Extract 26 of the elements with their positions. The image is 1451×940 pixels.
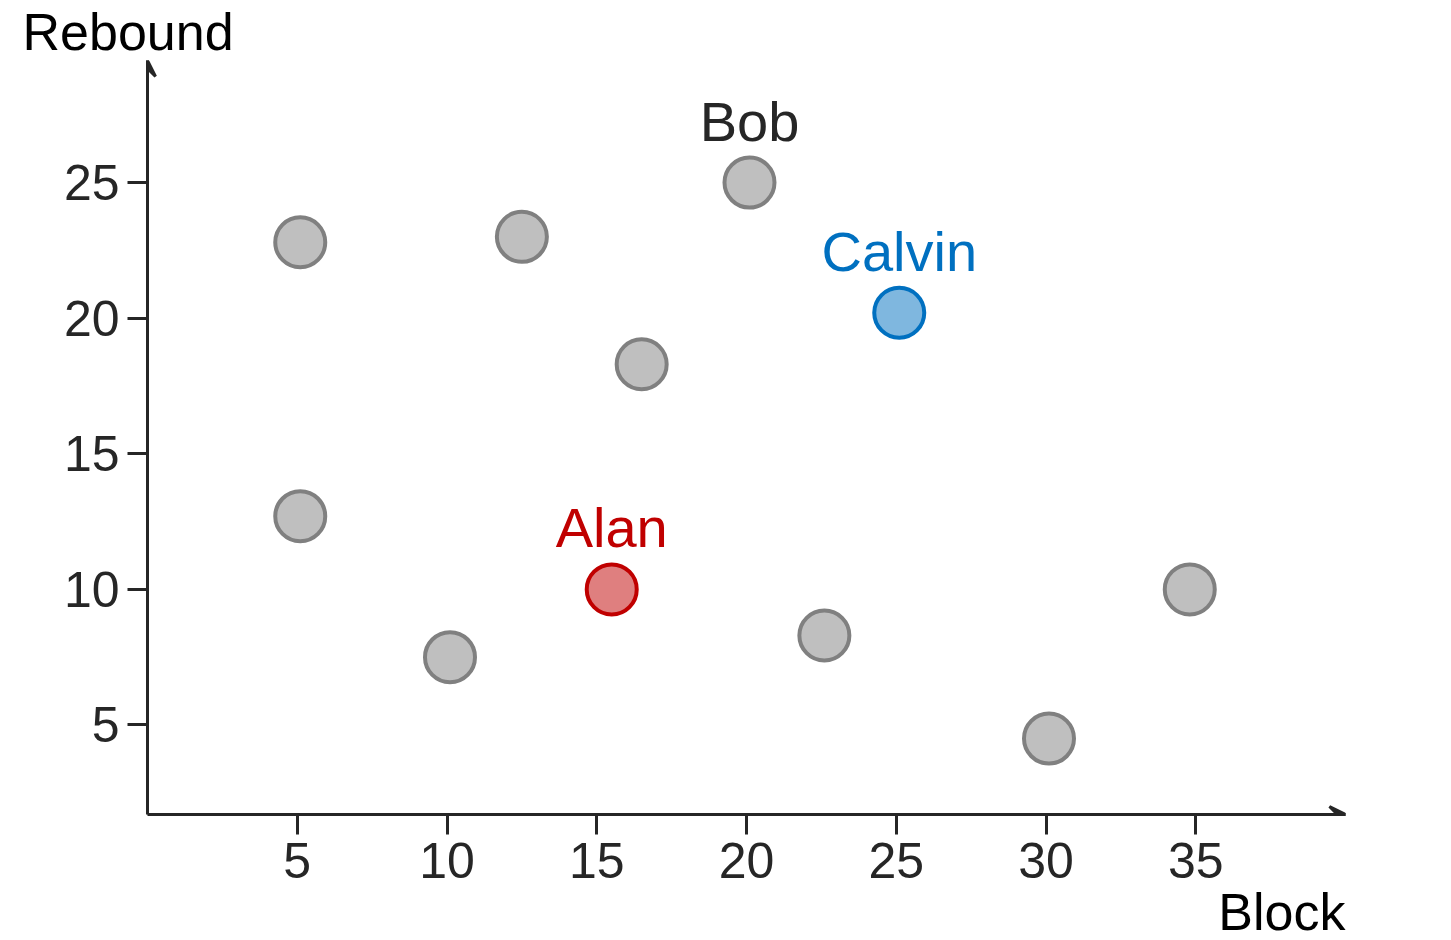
series-label: Calvin	[821, 219, 978, 283]
x-tick-label: 25	[868, 832, 925, 889]
point	[422, 630, 477, 685]
point	[1021, 711, 1076, 766]
point	[614, 337, 669, 392]
x-tick-label: 30	[1018, 832, 1074, 889]
point	[722, 155, 777, 210]
y-tick-label: 5	[91, 697, 120, 754]
series-label: Alan	[555, 496, 668, 560]
y-tick-label: 10	[63, 561, 120, 618]
point	[1162, 562, 1217, 617]
x-tick-label: 15	[568, 832, 625, 889]
y-tick-label: 15	[63, 426, 120, 483]
x-tick-label: 20	[718, 832, 775, 889]
point	[273, 489, 328, 544]
y-axis-title: Rebound	[22, 2, 234, 61]
y-tick-label: 25	[63, 155, 120, 212]
point	[872, 285, 927, 340]
series-label: Bob	[699, 89, 800, 153]
point	[584, 562, 639, 617]
x-tick-label: 5	[283, 832, 312, 889]
point	[797, 608, 852, 663]
x-tick-label: 10	[419, 832, 475, 889]
y-tick-label: 20	[63, 290, 120, 347]
point	[273, 215, 328, 270]
point	[494, 209, 549, 264]
